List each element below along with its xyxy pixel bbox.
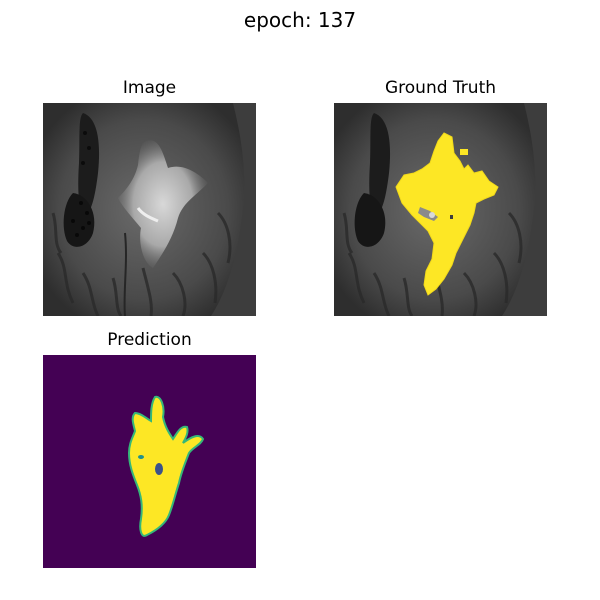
ground-truth-image [334,103,547,316]
panel-title-prediction: Prediction [107,330,192,350]
figure-title: epoch: 137 [243,8,357,32]
ground-truth-mask [395,132,499,296]
mri-scan-image [43,103,256,316]
ground-truth-panel [334,103,547,316]
prediction-mask [127,395,205,537]
panel-title-image: Image [122,78,177,98]
image-panel [43,103,256,316]
panel-title-ground-truth: Ground Truth [384,78,497,98]
prediction-image [43,355,256,568]
prediction-panel [43,355,256,568]
